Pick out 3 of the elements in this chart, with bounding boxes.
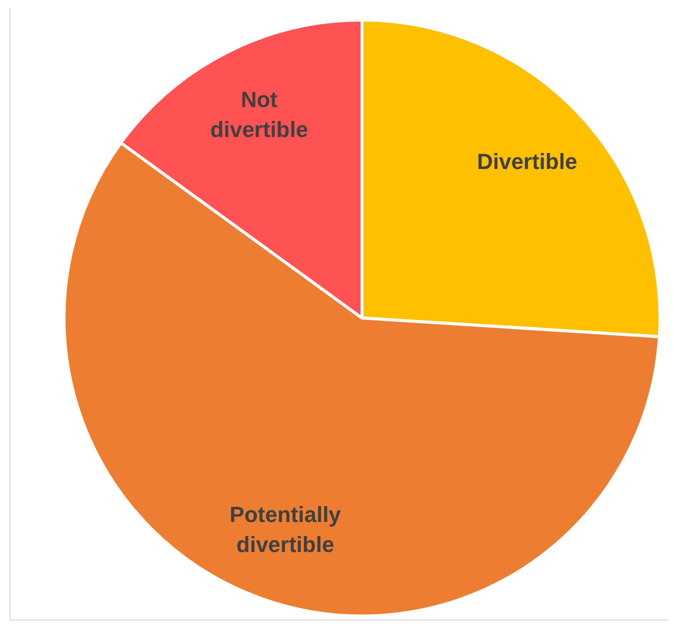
slice-label: Potentially divertible (230, 502, 342, 557)
slice-label: Divertible (476, 148, 578, 174)
slice-label: Not divertible (210, 87, 308, 142)
